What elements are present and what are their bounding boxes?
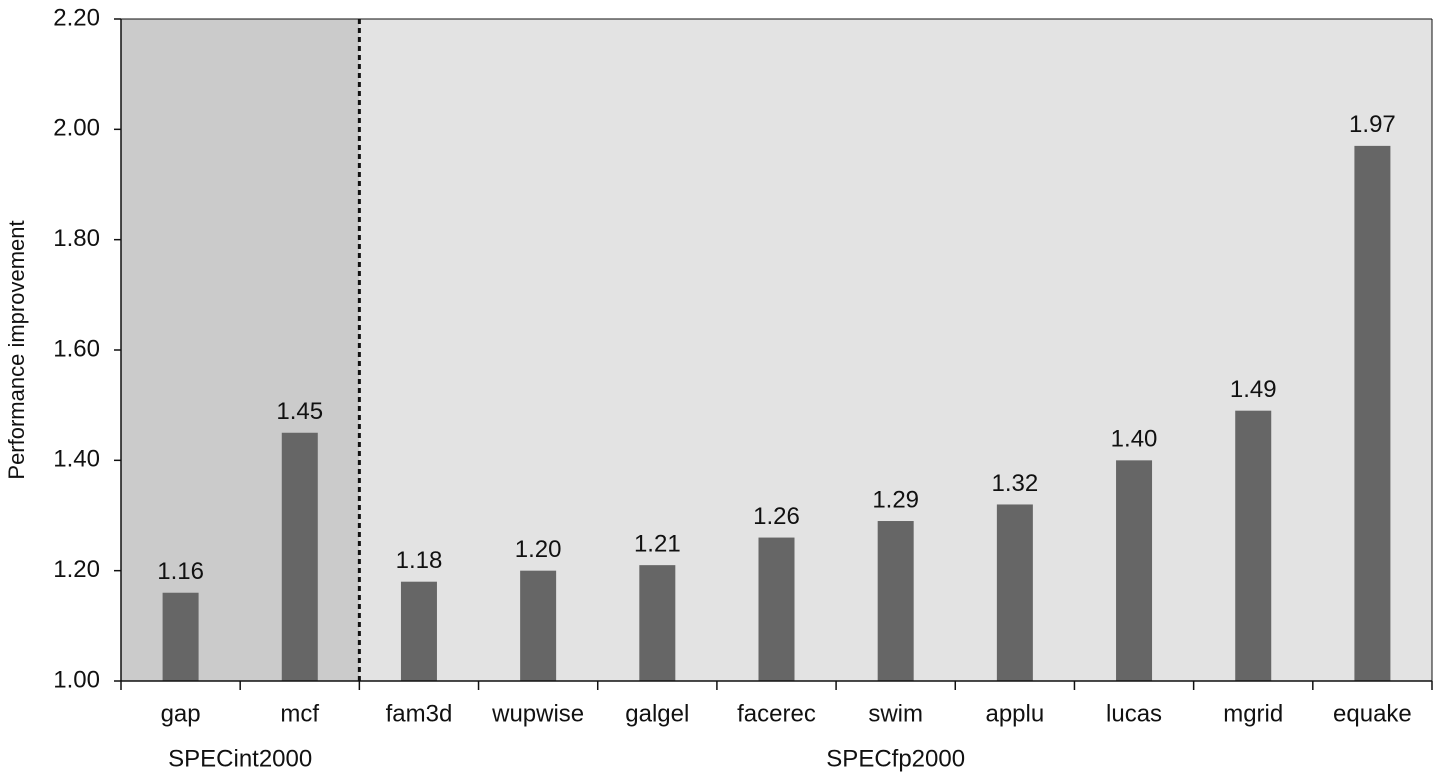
bar [400, 581, 437, 681]
bar [162, 592, 199, 681]
y-tick-label: 1.60 [53, 335, 100, 362]
x-tick-label: fam3d [386, 700, 453, 727]
y-tick-label: 1.00 [53, 666, 100, 693]
bar [281, 432, 318, 681]
value-label: 1.32 [992, 470, 1039, 497]
x-tick-label: equake [1333, 700, 1412, 727]
value-label: 1.97 [1349, 111, 1396, 138]
value-label: 1.16 [157, 558, 204, 585]
value-label: 1.20 [515, 536, 562, 563]
bar [1116, 460, 1153, 681]
x-tick-label: galgel [625, 700, 689, 727]
y-tick-label: 2.00 [53, 115, 100, 142]
bar [639, 565, 676, 681]
y-tick-label: 1.80 [53, 225, 100, 252]
group-background [121, 19, 360, 681]
y-tick-label: 2.20 [53, 4, 100, 31]
group-label: SPECfp2000 [826, 745, 965, 772]
x-tick-label: wupwise [491, 700, 584, 727]
value-label: 1.18 [396, 547, 443, 574]
x-tick-label: gap [161, 700, 201, 727]
x-tick-label: mgrid [1223, 700, 1283, 727]
value-label: 1.26 [753, 503, 800, 530]
bar [1354, 145, 1391, 682]
value-label: 1.49 [1230, 376, 1277, 403]
y-tick-label: 1.20 [53, 556, 100, 583]
x-tick-label: applu [985, 700, 1044, 727]
x-tick-label: facerec [737, 700, 816, 727]
y-tick-label: 1.40 [53, 446, 100, 473]
bar [1235, 410, 1272, 681]
bar [758, 537, 795, 681]
value-label: 1.45 [276, 398, 323, 425]
value-label: 1.40 [1111, 426, 1158, 453]
x-tick-label: swim [868, 700, 923, 727]
group-label: SPECint2000 [168, 745, 312, 772]
bar [877, 521, 914, 681]
value-label: 1.29 [872, 486, 919, 513]
x-tick-label: lucas [1106, 700, 1162, 727]
y-axis-title: Performance improvement [4, 220, 29, 479]
x-tick-label: mcf [280, 700, 319, 727]
value-label: 1.21 [634, 530, 681, 557]
bar [996, 504, 1033, 681]
bar [520, 570, 557, 681]
